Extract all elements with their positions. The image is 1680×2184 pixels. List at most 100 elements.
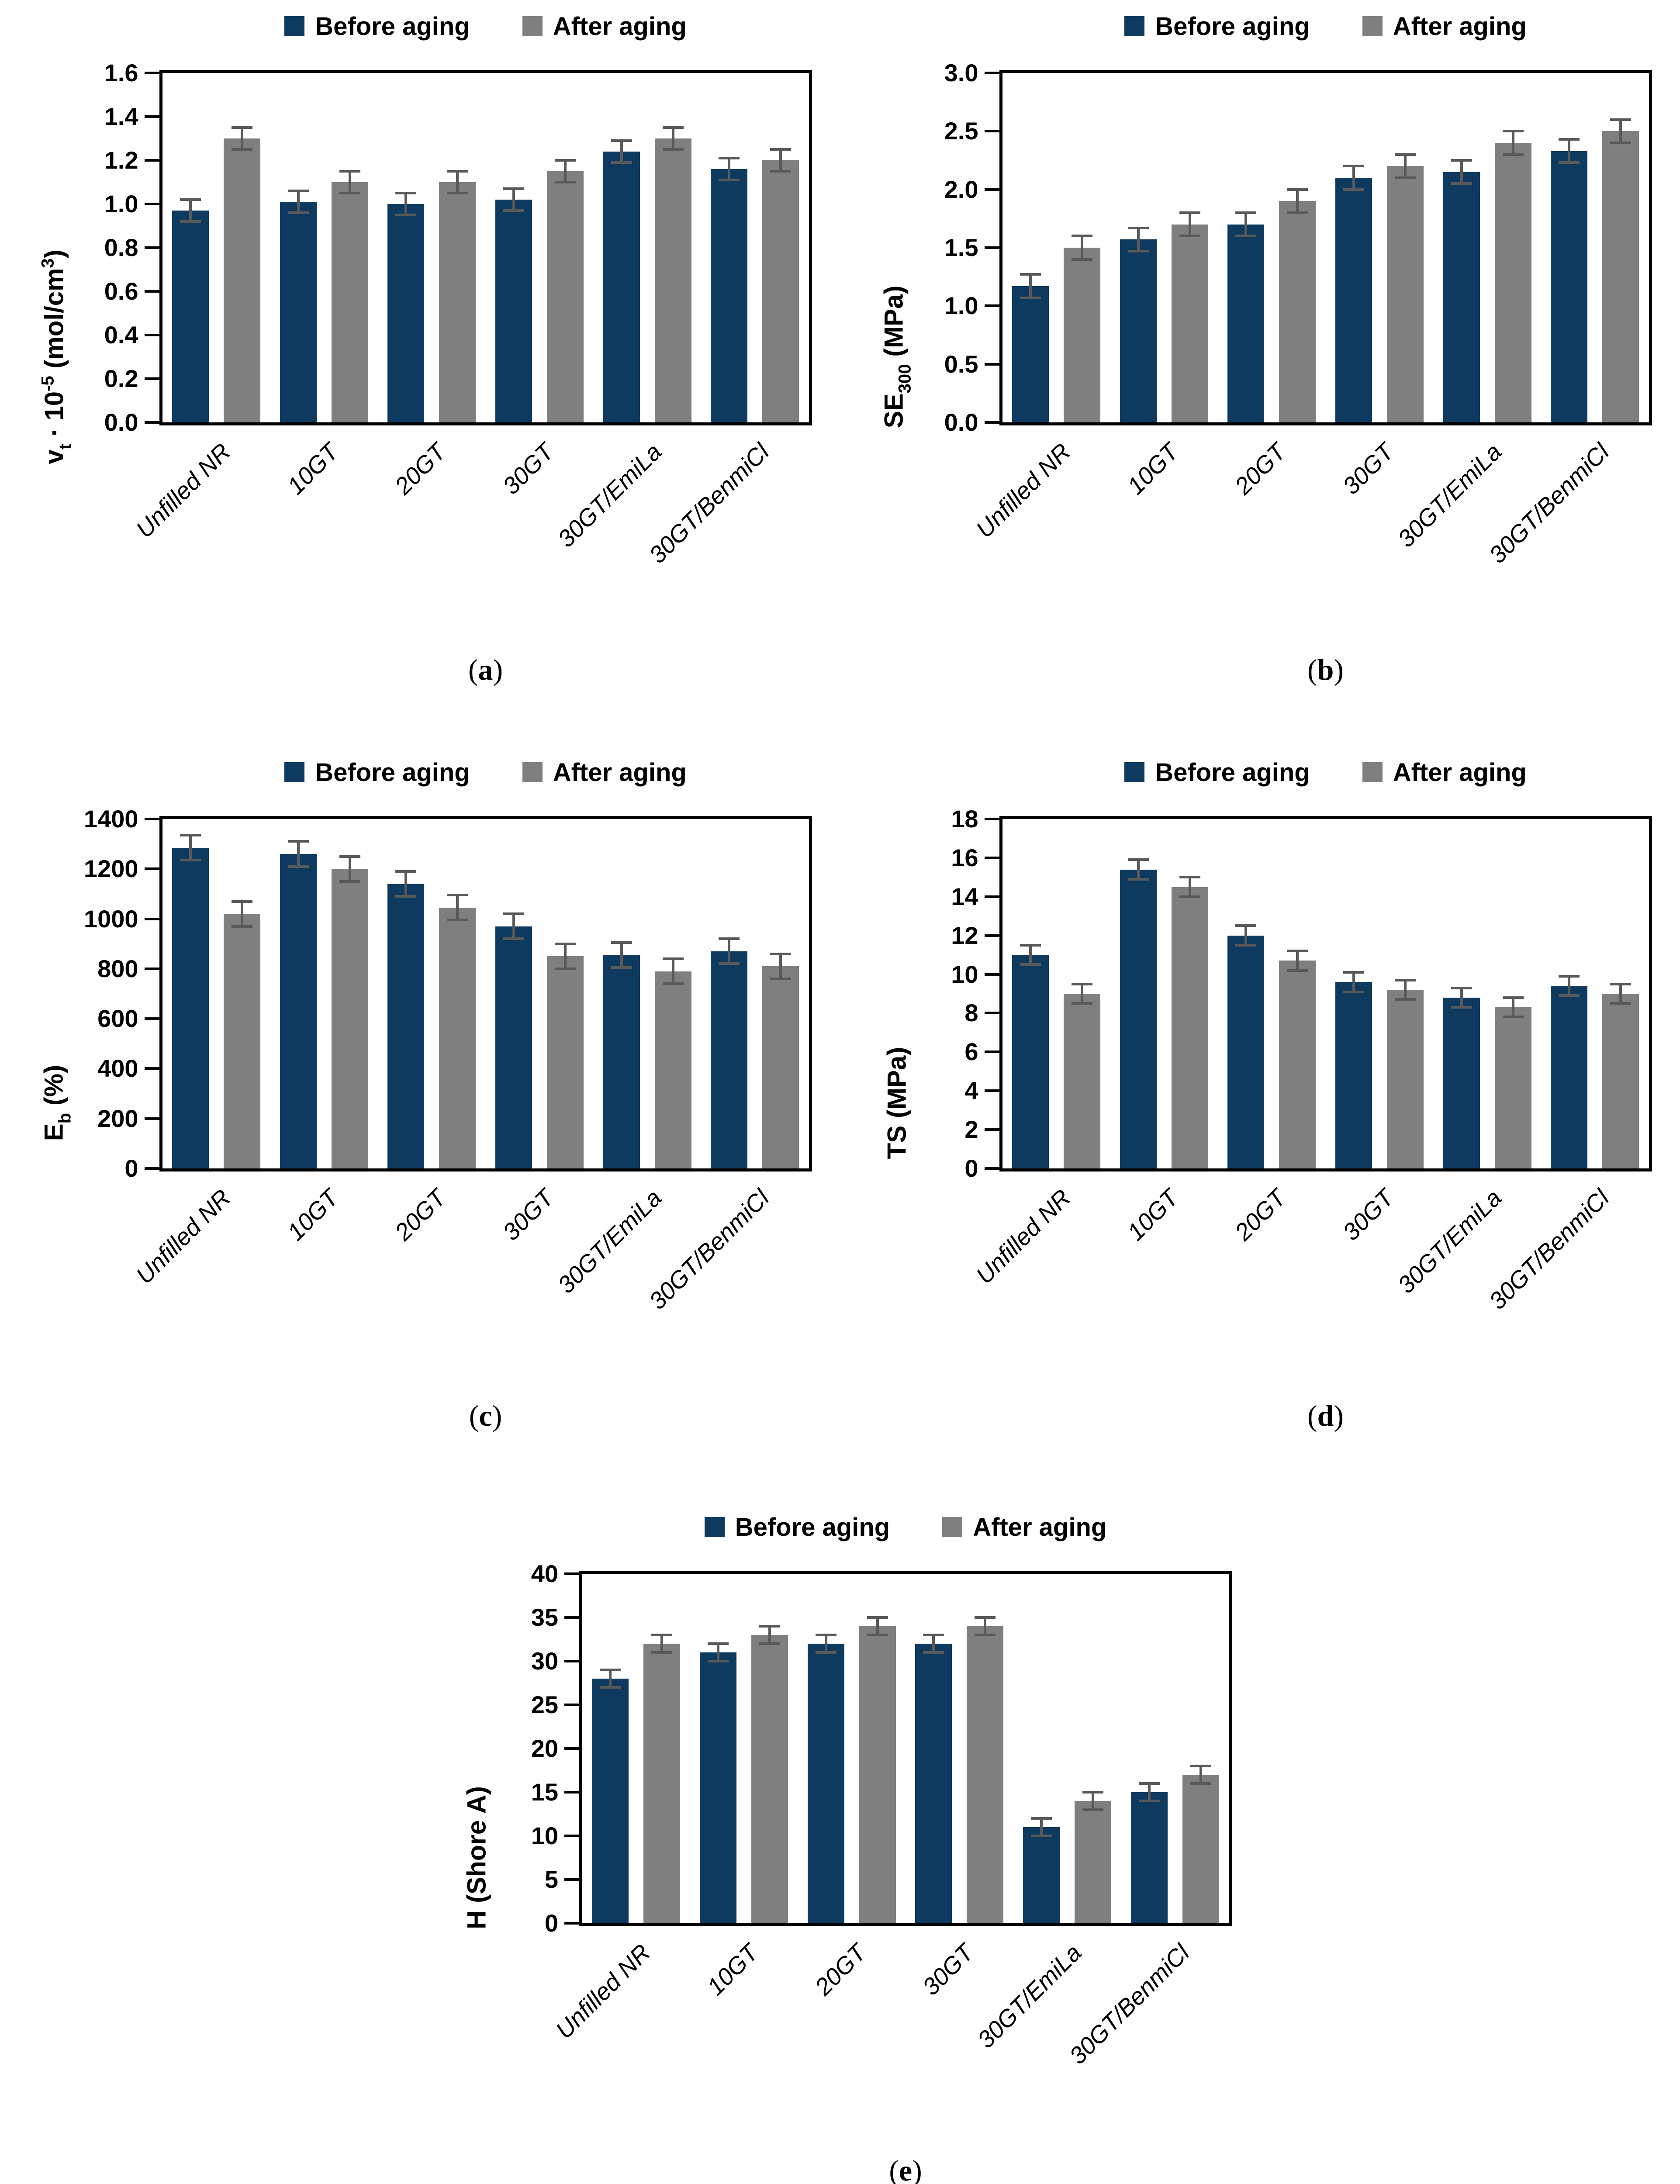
x-category-label: 30GT/EmiLa [1392, 1184, 1507, 1299]
caption-open-paren: ( [469, 1399, 479, 1432]
y-tick-label: 800 [97, 954, 138, 982]
figure-cell-a: Before aging After aging vt · 10-5 (mol/cm… [0, 7, 840, 687]
y-tick-mark [564, 1704, 579, 1706]
y-axis-title-segment: TS (MPa) [882, 1047, 911, 1159]
y-axis-title-segment: (%) [39, 1064, 68, 1113]
plot-frame [999, 816, 1652, 1171]
bar-before-aging-10gt [1120, 239, 1157, 422]
before-aging-swatch-icon [284, 16, 305, 36]
plot-area: Unfilled NR 10GT 20GT 30GT 30GT/EmiLa 30GT/Be… [550, 1571, 1232, 2145]
error-bar-cap-top [1235, 211, 1257, 214]
bar-before-aging-unfilled-nr [1012, 286, 1049, 422]
legend-label: After aging [553, 12, 687, 41]
legend: Before aging After aging [159, 7, 812, 46]
bar-after-aging-unfilled-nr [223, 914, 260, 1168]
figure-row-1: Before aging After aging vt · 10-5 (mol/cm… [0, 7, 1680, 687]
bar-after-aging-20gt [1279, 201, 1316, 422]
y-tick-label: 1.6 [104, 59, 138, 86]
x-category-label: 30GT/BenmiCl [643, 438, 774, 569]
legend-item-before-aging: Before aging [1124, 12, 1310, 41]
y-tick-label: 14 [951, 882, 978, 910]
legend-item-after-aging: After aging [522, 12, 687, 41]
y-tick-mark [144, 1067, 159, 1070]
figure-cell-e: Before aging After aging H (Shore A) 0 5 10 15… [420, 1507, 1260, 2184]
bar-after-aging-10gt [1171, 224, 1208, 422]
x-axis-labels: Unfilled NR 10GT 20GT 30GT 30GT/EmiLa 30GT/Be… [971, 1171, 1652, 1390]
error-bar-cap-top [759, 1625, 780, 1628]
legend-label: Before aging [315, 758, 470, 787]
chart-caption: (d) [999, 1399, 1652, 1433]
caption-open-paren: ( [1307, 653, 1317, 686]
legend-label: Before aging [1155, 758, 1310, 787]
plot-frame [159, 70, 812, 425]
y-axis-title-segment: 300 [895, 364, 914, 394]
y-tick-label: 1.0 [104, 190, 138, 218]
figure-cell-d: Before aging After aging TS (MPa) 0 2 4 6 8 10 12… [840, 753, 1680, 1433]
bar-after-aging-10gt [751, 1635, 788, 1923]
error-bar-cap-top [770, 148, 792, 151]
bar-before-aging-20gt [1227, 935, 1265, 1168]
y-tick-label: 0.0 [944, 408, 978, 436]
error-bar-cap-top [770, 952, 792, 955]
error-bar-cap-top [1020, 273, 1041, 276]
bar-before-aging-unfilled-nr [172, 211, 209, 422]
y-tick-label: 25 [531, 1691, 558, 1718]
error-bar-cap-top [503, 187, 524, 190]
error-bar-cap-top [395, 192, 417, 194]
bar-before-aging-30gt-emila [603, 152, 640, 422]
y-tick-label: 1.4 [104, 103, 138, 130]
y-tick-label: 0.2 [104, 365, 138, 392]
plot-row: SE300 (MPa) 0.0 0.5 1.0 1.5 2.0 2.5 3.0 Unfilled… [868, 59, 1652, 644]
legend-item-after-aging: After aging [522, 758, 687, 787]
y-tick-mark [144, 159, 159, 162]
error-bar-cap-top [554, 942, 576, 945]
bar-before-aging-10gt [280, 854, 317, 1168]
error-bar-cap-top [339, 170, 360, 173]
y-tick-label: 1200 [83, 855, 138, 883]
bar-before-aging-30gt [495, 926, 532, 1168]
bar-after-aging-unfilled-nr [1063, 248, 1100, 422]
y-tick-label: 18 [951, 805, 978, 833]
y-tick-mark [984, 246, 999, 249]
bar-before-aging-30gt-benmicl [711, 169, 748, 422]
bar-after-aging-20gt [1279, 961, 1316, 1168]
y-axis-title-segment: t [55, 443, 75, 450]
x-axis-labels: Unfilled NR 10GT 20GT 30GT 30GT/EmiLa 30GT/Be… [550, 1926, 1232, 2145]
error-bar-cap-top [1235, 924, 1257, 927]
error-bar-cap-top [611, 139, 632, 142]
y-tick-label: 0.5 [944, 350, 978, 378]
legend: Before aging After aging [159, 753, 812, 792]
caption-letter: e [899, 2154, 913, 2184]
bar-after-aging-30gt-benmicl [1602, 131, 1639, 422]
error-bar-cap-top [1127, 858, 1149, 861]
error-bar-cap-top [1127, 226, 1149, 229]
legend-label: Before aging [315, 12, 470, 41]
caption-letter: c [479, 1399, 492, 1432]
y-tick-label: 40 [531, 1560, 558, 1587]
bar-after-aging-30gt [546, 956, 584, 1168]
y-tick-mark [984, 421, 999, 424]
bar-after-aging-30gt-benmicl [1602, 994, 1639, 1168]
y-tick-mark [984, 856, 999, 859]
bar-after-aging-30gt-benmicl [762, 160, 799, 422]
y-axis: 0 2 4 6 8 10 12 14 16 18 [925, 805, 999, 1182]
legend: Before aging After aging [999, 7, 1652, 46]
error-bar-cap-top [287, 190, 309, 192]
bar-before-aging-10gt [700, 1652, 736, 1923]
x-category-label: 30GT [917, 1939, 979, 2001]
legend-label: After aging [1393, 758, 1527, 787]
y-tick-mark [564, 1922, 579, 1925]
error-bar-cap-top [1082, 1791, 1103, 1794]
bar-after-aging-30gt-emila [1494, 143, 1531, 422]
chart-caption: (c) [159, 1399, 812, 1433]
y-tick-label: 0 [544, 1909, 558, 1937]
bar-before-aging-30gt-benmicl [711, 951, 748, 1168]
legend-label: Before aging [735, 1513, 890, 1541]
y-axis-title-segment: b [55, 1113, 74, 1124]
after-aging-swatch-icon [522, 762, 543, 782]
y-tick-label: 400 [97, 1054, 138, 1082]
after-aging-swatch-icon [522, 16, 543, 36]
y-tick-mark [984, 363, 999, 366]
caption-close-paren: ) [492, 1399, 502, 1432]
after-aging-swatch-icon [942, 1517, 963, 1537]
